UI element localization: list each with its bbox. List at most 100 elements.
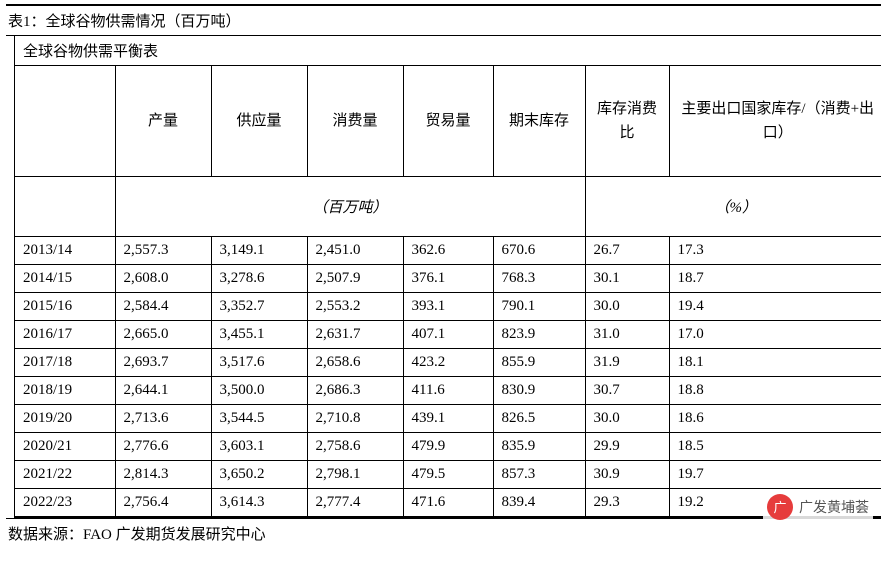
table-cell: 30.0 (585, 404, 669, 432)
table-cell: 768.3 (493, 264, 585, 292)
table-cell: 31.9 (585, 348, 669, 376)
table-cell: 479.9 (403, 432, 493, 460)
table-row: 2016/172,665.03,455.12,631.7407.1823.931… (15, 320, 881, 348)
watermark-text: 广发黄埔荟 (799, 497, 869, 517)
table-cell: 30.9 (585, 460, 669, 488)
table-cell: 407.1 (403, 320, 493, 348)
table-row: 2022/232,756.43,614.32,777.4471.6839.429… (15, 488, 881, 516)
col-header-trade: 贸易量 (403, 66, 493, 176)
table-row: 2018/192,644.13,500.02,686.3411.6830.930… (15, 376, 881, 404)
table-cell: 2,713.6 (115, 404, 211, 432)
table-row: 2015/162,584.43,352.72,553.2393.1790.130… (15, 292, 881, 320)
table-cell: 3,517.6 (211, 348, 307, 376)
table-cell: 30.7 (585, 376, 669, 404)
table-cell: 2015/16 (15, 292, 115, 320)
table-cell: 2,776.6 (115, 432, 211, 460)
table-units-row: （百万吨） （%） (15, 176, 881, 236)
table-cell: 2,451.0 (307, 236, 403, 264)
table-cell: 2016/17 (15, 320, 115, 348)
table-cell: 2,608.0 (115, 264, 211, 292)
table-cell: 3,544.5 (211, 404, 307, 432)
table-cell: 18.8 (669, 376, 881, 404)
table-cell: 3,149.1 (211, 236, 307, 264)
table-cell: 471.6 (403, 488, 493, 516)
table-cell: 17.0 (669, 320, 881, 348)
table-cell: 17.3 (669, 236, 881, 264)
table-cell: 2014/15 (15, 264, 115, 292)
col-header-supply: 供应量 (211, 66, 307, 176)
units-percent: （%） (585, 176, 881, 236)
table-cell: 479.5 (403, 460, 493, 488)
table-cell: 411.6 (403, 376, 493, 404)
table-header-row: 产量 供应量 消费量 贸易量 期末库存 库存消费比 主要出口国家库存/（消费+出… (15, 66, 881, 176)
table-cell: 2,758.6 (307, 432, 403, 460)
data-table: 产量 供应量 消费量 贸易量 期末库存 库存消费比 主要出口国家库存/（消费+出… (15, 66, 881, 517)
col-header-year (15, 66, 115, 176)
watermark: 广 广发黄埔荟 (763, 492, 873, 522)
table-cell: 2,710.8 (307, 404, 403, 432)
table-cell: 30.1 (585, 264, 669, 292)
table-row: 2021/222,814.33,650.22,798.1479.5857.330… (15, 460, 881, 488)
table-cell: 2019/20 (15, 404, 115, 432)
table-cell: 19.4 (669, 292, 881, 320)
table-cell: 2,798.1 (307, 460, 403, 488)
table-cell: 423.2 (403, 348, 493, 376)
table-cell: 823.9 (493, 320, 585, 348)
watermark-icon: 广 (767, 494, 793, 520)
table-cell: 2020/21 (15, 432, 115, 460)
col-header-production: 产量 (115, 66, 211, 176)
table-cell: 2,507.9 (307, 264, 403, 292)
table-row: 2019/202,713.63,544.52,710.8439.1826.530… (15, 404, 881, 432)
table-cell: 30.0 (585, 292, 669, 320)
table-cell: 790.1 (493, 292, 585, 320)
table-row: 2017/182,693.73,517.62,658.6423.2855.931… (15, 348, 881, 376)
table-cell: 2,631.7 (307, 320, 403, 348)
table-subtitle: 全球谷物供需平衡表 (15, 36, 881, 66)
col-header-consumption: 消费量 (307, 66, 403, 176)
table-cell: 839.4 (493, 488, 585, 516)
table-row: 2020/212,776.63,603.12,758.6479.9835.929… (15, 432, 881, 460)
table-body: 2013/142,557.33,149.12,451.0362.6670.626… (15, 236, 881, 516)
table-cell: 18.5 (669, 432, 881, 460)
table-cell: 2,756.4 (115, 488, 211, 516)
table-cell: 826.5 (493, 404, 585, 432)
table-cell: 835.9 (493, 432, 585, 460)
table-cell: 18.1 (669, 348, 881, 376)
table-cell: 19.7 (669, 460, 881, 488)
table-row: 2014/152,608.03,278.62,507.9376.1768.330… (15, 264, 881, 292)
col-header-stock-ratio: 库存消费比 (585, 66, 669, 176)
table-cell: 830.9 (493, 376, 585, 404)
table-cell: 2021/22 (15, 460, 115, 488)
table-cell: 26.7 (585, 236, 669, 264)
table-cell: 393.1 (403, 292, 493, 320)
table-cell: 3,455.1 (211, 320, 307, 348)
table-cell: 3,500.0 (211, 376, 307, 404)
table-cell: 2013/14 (15, 236, 115, 264)
table-cell: 3,614.3 (211, 488, 307, 516)
table-cell: 2,693.7 (115, 348, 211, 376)
table-cell: 2022/23 (15, 488, 115, 516)
table-cell: 29.9 (585, 432, 669, 460)
table-cell: 2,557.3 (115, 236, 211, 264)
table-cell: 18.7 (669, 264, 881, 292)
table-cell: 18.6 (669, 404, 881, 432)
col-header-exporter-stock: 主要出口国家库存/（消费+出口） (669, 66, 881, 176)
units-million-tons: （百万吨） (115, 176, 585, 236)
table-cell: 31.0 (585, 320, 669, 348)
table-cell: 2,814.3 (115, 460, 211, 488)
table-cell: 362.6 (403, 236, 493, 264)
table-row: 2013/142,557.33,149.12,451.0362.6670.626… (15, 236, 881, 264)
table-cell: 2,658.6 (307, 348, 403, 376)
table-cell: 3,278.6 (211, 264, 307, 292)
table-cell: 439.1 (403, 404, 493, 432)
table-caption: 表1：全球谷物供需情况（百万吨） (6, 4, 881, 36)
table-cell: 2017/18 (15, 348, 115, 376)
table-outer: 全球谷物供需平衡表 产量 供应量 消费量 贸易量 期末库存 库存消费比 主要出口… (14, 36, 881, 518)
table-cell: 29.3 (585, 488, 669, 516)
table-cell: 2,686.3 (307, 376, 403, 404)
data-source: 数据来源：FAO 广发期货发展研究中心 (6, 518, 881, 548)
table-cell: 2,584.4 (115, 292, 211, 320)
table-cell: 2,665.0 (115, 320, 211, 348)
table-cell: 3,603.1 (211, 432, 307, 460)
table-cell: 855.9 (493, 348, 585, 376)
